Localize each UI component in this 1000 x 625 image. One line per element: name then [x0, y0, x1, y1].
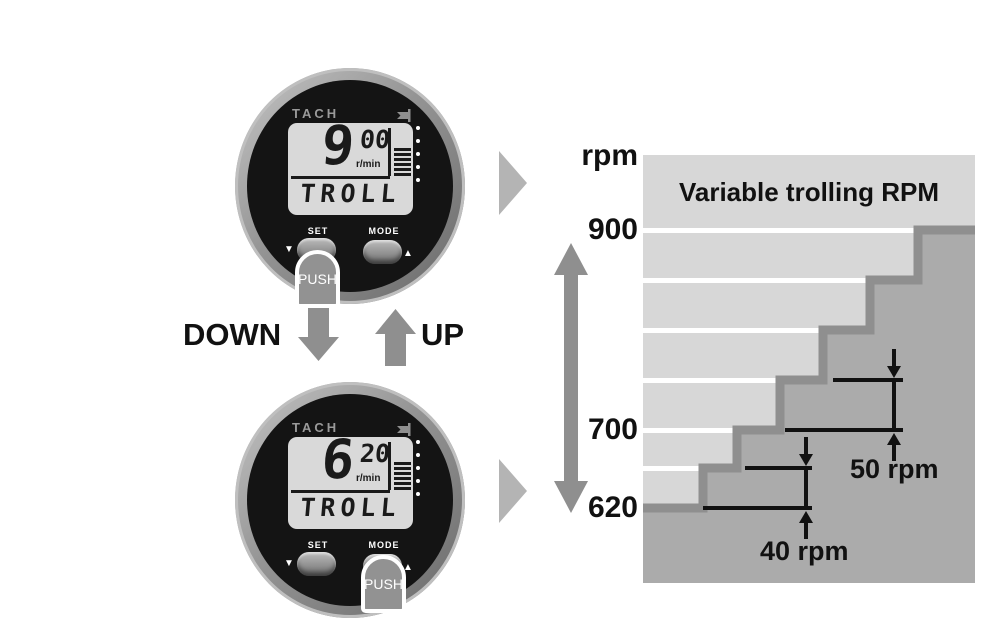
level-bar-meter-icon: [394, 462, 411, 490]
increase-triangle-icon: ▲: [403, 248, 413, 259]
annotation-40rpm: 40 rpm: [760, 536, 849, 566]
set-button-label: SET: [307, 540, 329, 550]
lcd-display: 9 00 r/min TROLL: [288, 123, 413, 215]
up-label: UP: [421, 317, 465, 352]
troll-flag-icon: [395, 108, 413, 129]
mode-button-label: MODE: [368, 540, 400, 550]
lcd-divider-line: [291, 176, 390, 179]
rpm-tens-digits: 00: [358, 125, 392, 154]
down-label: DOWN: [183, 317, 282, 352]
troll-flag-icon: [395, 422, 413, 443]
increase-triangle-icon: ▲: [403, 562, 413, 573]
annotation-50rpm: 50 rpm: [850, 454, 939, 484]
gridline-850: [643, 278, 975, 283]
scale-dots-icon: [416, 126, 420, 191]
variable-trolling-rpm-chart: Variable trolling RPM 50 rpm 40 rpm: [643, 155, 975, 583]
dimension-50rpm: [785, 349, 903, 461]
tach-brand-label: TACH: [292, 106, 340, 121]
rpm-axis-unit-label: rpm: [581, 139, 638, 172]
dimension-40rpm: [703, 437, 813, 539]
tach-brand-label: TACH: [292, 420, 340, 435]
up-arrow-icon: [375, 309, 416, 366]
decrease-triangle-icon: ▼: [284, 244, 294, 255]
set-button-label: SET: [307, 226, 329, 236]
tick-label-900: 900: [587, 213, 638, 246]
set-button: [297, 552, 336, 576]
scale-dots-icon: [416, 440, 420, 505]
gridline-800: [643, 328, 975, 333]
troll-mode-text: TROLL: [299, 179, 402, 208]
tick-label-700: 700: [587, 413, 638, 446]
tachometer-gauge-low: TACH 6 20 r/min TROLL SET MODE ▼ ▲ PUSH: [235, 382, 465, 618]
trolling-steps-area: [643, 230, 975, 583]
lcd-separator-line: [388, 442, 391, 490]
down-arrow-icon: [298, 307, 339, 361]
rpm-range-double-arrow-icon: [554, 243, 588, 513]
tick-label-620: 620: [587, 491, 638, 524]
rpm-tens-digits: 20: [358, 439, 392, 468]
lcd-divider-line: [291, 490, 390, 493]
transition-arrow-icon: [499, 151, 527, 215]
troll-mode-text: TROLL: [299, 493, 402, 522]
level-bar-meter-icon: [394, 148, 411, 176]
trolling-steps-line: [643, 225, 975, 513]
tachometer-gauge-high: TACH 9 00 r/min TROLL SET MODE ▼ ▲ PUSH: [235, 68, 465, 308]
rpm-unit-label: r/min: [356, 159, 381, 170]
mode-button-label: MODE: [368, 226, 400, 236]
push-finger-indicator: PUSH: [295, 250, 340, 308]
transition-arrow-icon: [499, 459, 527, 523]
lcd-separator-line: [388, 128, 391, 176]
push-finger-indicator: PUSH: [361, 555, 406, 613]
rpm-unit-label: r/min: [356, 473, 381, 484]
mode-button: [363, 240, 402, 264]
decrease-triangle-icon: ▼: [284, 558, 294, 569]
gridline-900: [643, 228, 975, 233]
lcd-display: 6 20 r/min TROLL: [288, 437, 413, 529]
staircase-plot: [643, 225, 975, 583]
chart-title: Variable trolling RPM: [678, 177, 940, 207]
